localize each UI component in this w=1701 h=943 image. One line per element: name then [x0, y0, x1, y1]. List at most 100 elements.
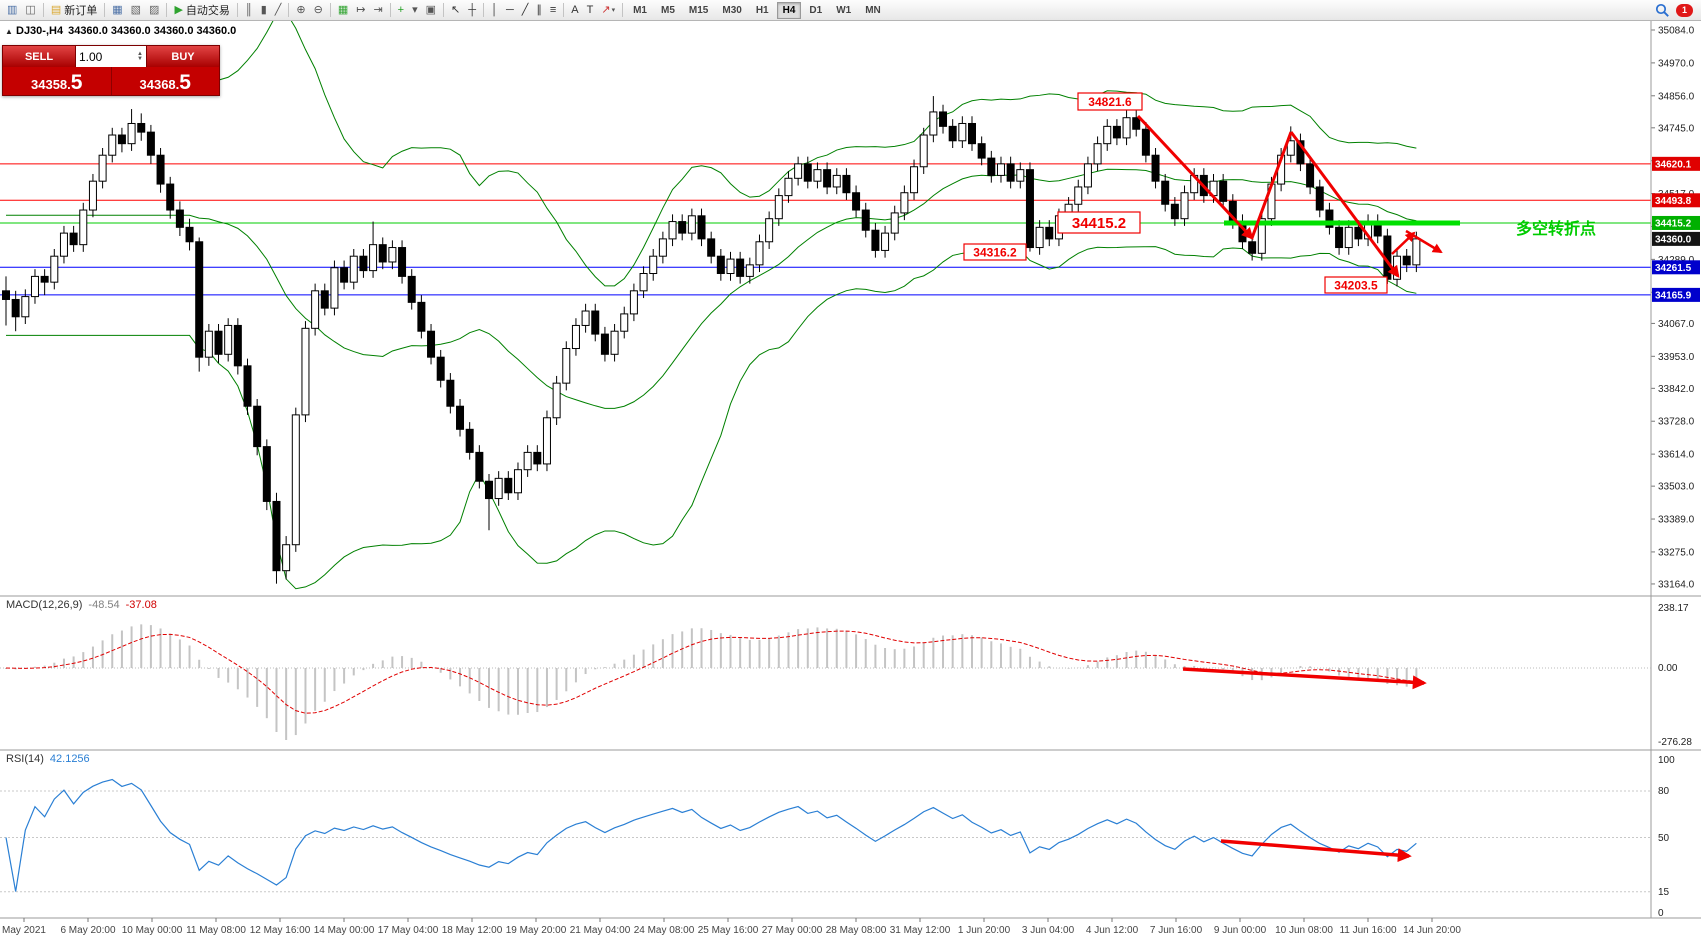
svg-text:34360.0: 34360.0	[1655, 234, 1692, 245]
trend-arrow	[1405, 229, 1443, 254]
trendline-button[interactable]: ╱	[518, 1, 533, 20]
candle	[871, 229, 880, 251]
horizontal-line-button[interactable]: ─	[502, 1, 518, 20]
bar-chart-button[interactable]: ║	[241, 1, 257, 20]
bollinger-band-line	[6, 20, 1417, 287]
candle	[513, 469, 522, 494]
terminal-button[interactable]: ▨	[145, 1, 163, 20]
sell-price[interactable]: 34358. 5	[3, 67, 112, 95]
periods-icon: ▾	[412, 3, 418, 16]
timeframe-m1[interactable]: M1	[633, 4, 647, 16]
macd-axis-label: 238.17	[1658, 603, 1689, 614]
profiles-button[interactable]: ◫	[21, 1, 39, 20]
timeframe-h4[interactable]: H4	[776, 1, 802, 19]
candle	[571, 324, 580, 350]
candle	[349, 255, 358, 283]
fibonacci-button[interactable]: ≡	[546, 1, 560, 20]
candle	[1325, 209, 1334, 228]
timeframe-mn[interactable]: MN	[865, 4, 881, 16]
date-axis-label: 10 May 00:00	[122, 925, 183, 936]
one-click-trade-panel: SELL 1.00 ▲ ▼ BUY 34358. 5 34368. 5	[2, 45, 220, 96]
cursor-button[interactable]: ↖	[447, 1, 464, 20]
candle	[378, 244, 387, 263]
new-order-button[interactable]: ▤ 新订单	[47, 1, 101, 20]
arrows-button[interactable]: ↗ ▾	[597, 1, 619, 20]
volume-input[interactable]: 1.00 ▲ ▼	[75, 46, 147, 67]
timeframe-d1[interactable]: D1	[809, 4, 823, 16]
macd-main-value: -48.54	[88, 599, 120, 611]
buy-price-big-digit: 5	[179, 71, 191, 94]
navigator-button[interactable]: ▧	[127, 1, 145, 20]
vertical-line-button[interactable]: │	[487, 1, 502, 20]
candle	[1219, 180, 1228, 202]
timeframe-w1[interactable]: W1	[836, 4, 852, 16]
templates-button[interactable]: ▣	[422, 1, 440, 20]
notification-badge[interactable]: 1	[1676, 3, 1693, 17]
candle	[1170, 203, 1179, 220]
zoom-out-button[interactable]: ⊖	[310, 1, 327, 20]
candle	[678, 221, 687, 234]
volume-spinner-icon[interactable]: ▲ ▼	[137, 50, 143, 62]
one-click-toggle-icon[interactable]: ▲	[5, 27, 13, 36]
candle	[900, 192, 909, 214]
timeframe-h1[interactable]: H1	[755, 4, 769, 16]
trend-arrow	[1220, 839, 1412, 863]
auto-trading-button[interactable]: ▶ 自动交易	[170, 1, 233, 20]
tile-windows-button[interactable]: ▦	[334, 1, 352, 20]
new-chart-button[interactable]: ▥	[3, 1, 21, 20]
price-annotation-box	[1324, 276, 1388, 294]
toolbar-separator	[104, 3, 106, 17]
toolbar-separator	[166, 3, 168, 17]
date-axis-label: 18 May 12:00	[442, 925, 503, 936]
price-axis-label: 33842.0	[1658, 384, 1695, 395]
label-button[interactable]: T	[583, 1, 598, 20]
candles-icon: ▮	[260, 3, 267, 16]
candle	[1161, 180, 1170, 205]
candle	[736, 258, 745, 277]
chart-shift-button[interactable]: ⇥	[369, 1, 386, 20]
buy-price[interactable]: 34368. 5	[112, 67, 220, 95]
crosshair-button[interactable]: ┼	[464, 1, 480, 20]
timeframe-m5[interactable]: M5	[661, 4, 675, 16]
candle	[340, 267, 349, 283]
periods-button[interactable]: ▾	[408, 1, 422, 20]
indicators-button[interactable]: +	[394, 1, 408, 20]
candle	[591, 310, 600, 335]
date-axis-label: 24 May 08:00	[634, 925, 695, 936]
candle	[620, 313, 629, 332]
text-button[interactable]: A	[567, 1, 582, 20]
candle	[195, 241, 204, 358]
candle	[417, 301, 426, 332]
svg-text:34493.8: 34493.8	[1655, 196, 1692, 207]
buy-button[interactable]: BUY	[147, 46, 219, 67]
channel-button[interactable]: ∥	[532, 1, 546, 20]
candle	[446, 379, 455, 407]
price-axis[interactable]: 35084.034970.034856.034745.034631.034517…	[1651, 26, 1695, 591]
macd-label: MACD(12,26,9) -48.54 -37.08	[6, 599, 157, 611]
sell-button[interactable]: SELL	[3, 46, 75, 67]
candle	[1112, 125, 1121, 139]
candle	[262, 446, 271, 502]
date-axis[interactable]: May 2021 6 May 20:00 10 May 00:00 11 May 08…	[2, 918, 1461, 936]
trend-arrow	[1250, 131, 1293, 239]
macd-axis-label: -276.28	[1658, 737, 1692, 748]
auto-scroll-button[interactable]: ↦	[352, 1, 369, 20]
candle	[427, 330, 436, 358]
date-axis-label: 1 Jun 20:00	[958, 925, 1011, 936]
candlestick-button[interactable]: ▮	[257, 1, 271, 20]
line-chart-button[interactable]: ╱	[271, 1, 286, 20]
search-icon[interactable]	[1655, 3, 1670, 18]
timeframe-m15[interactable]: M15	[688, 4, 709, 16]
candle	[282, 544, 291, 572]
candle	[861, 209, 870, 231]
timeframe-m30[interactable]: M30	[722, 4, 742, 16]
zoom-in-button[interactable]: ⊕	[292, 1, 309, 20]
price-tag	[1652, 193, 1700, 208]
market-watch-button[interactable]: ▦	[108, 1, 126, 20]
candle	[1306, 163, 1315, 188]
bollinger-bands	[6, 20, 1417, 590]
date-axis-label: May 2021	[2, 925, 46, 936]
candle	[40, 275, 49, 283]
auto-scroll-icon: ↦	[356, 3, 366, 16]
